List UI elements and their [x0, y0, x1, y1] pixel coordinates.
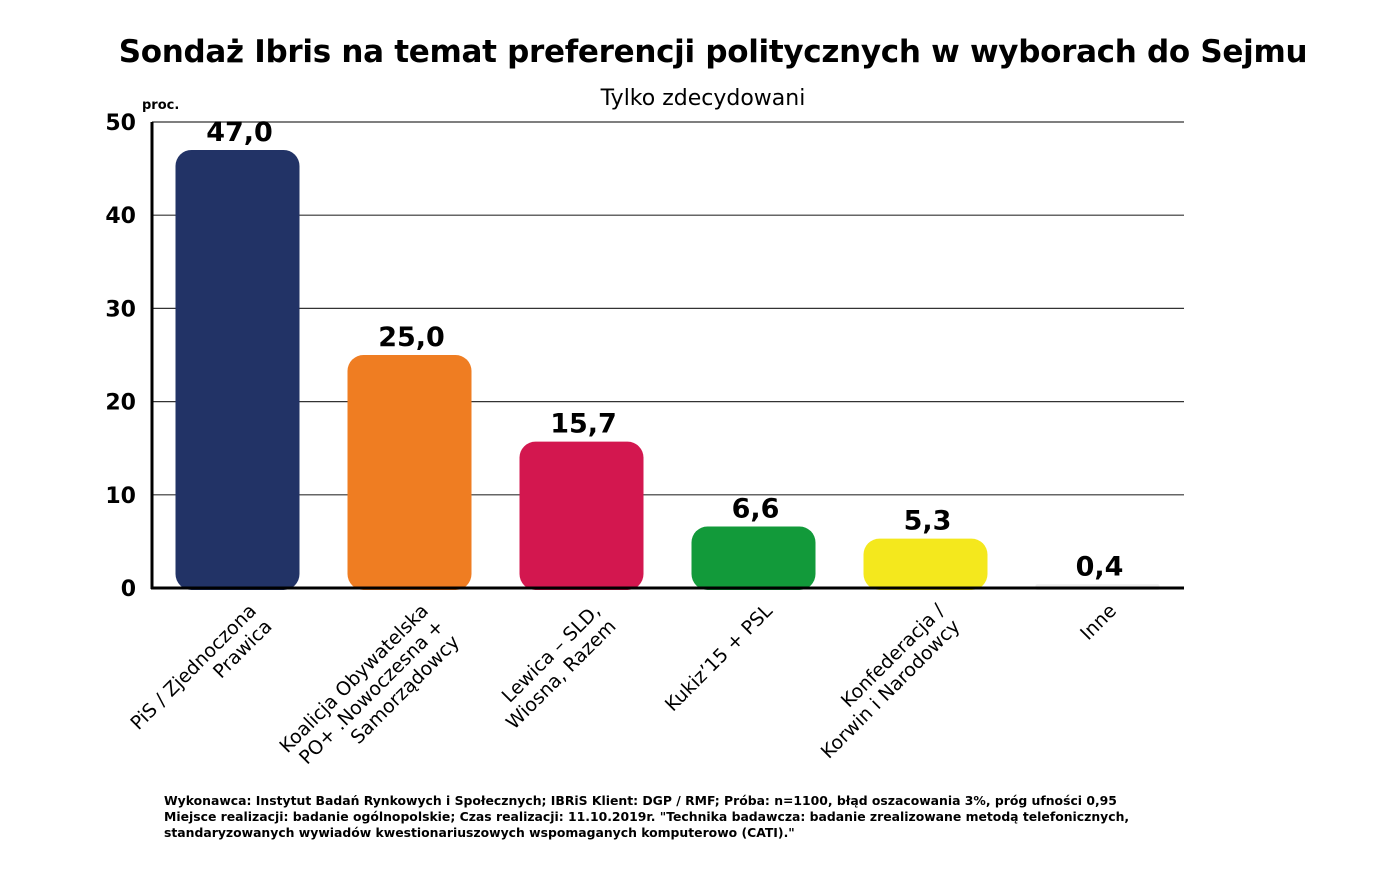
- y-axis-unit: proc.: [142, 98, 179, 113]
- x-tick-label: Inne: [1076, 600, 1121, 645]
- data-label: 0,4: [1076, 551, 1124, 582]
- footnote-line: Miejsce realizacji: badanie ogólnopolski…: [164, 809, 1130, 824]
- footnote-line: Wykonawca: Instytut Badań Rynkowych i Sp…: [164, 793, 1117, 808]
- x-tick-label-line: PO+ .Nowoczesna +: [295, 615, 448, 768]
- footnote-line: standaryzowanych wywiadów kwestionariusz…: [164, 825, 795, 840]
- y-tick-label: 40: [105, 204, 136, 229]
- x-tick-label-line: Kukiz’15 + PSL: [661, 600, 777, 716]
- chart-subtitle: Tylko zdecydowani: [600, 86, 806, 111]
- y-tick-label: 20: [105, 391, 136, 416]
- bar: [347, 355, 472, 590]
- data-label: 25,0: [378, 322, 445, 353]
- data-label: 47,0: [206, 117, 273, 148]
- y-tick-label: 30: [105, 297, 136, 322]
- footnote: Wykonawca: Instytut Badań Rynkowych i Sp…: [164, 793, 1374, 841]
- x-tick-label: Lewica – SLD,Wiosna, Razem: [498, 600, 621, 734]
- y-tick-label: 50: [105, 111, 136, 136]
- gridlines: [152, 121, 1184, 496]
- x-tick-label-line: Inne: [1076, 600, 1121, 645]
- data-label: 6,6: [732, 493, 780, 524]
- bars: [175, 149, 1160, 590]
- bar: [691, 526, 816, 590]
- data-label: 15,7: [550, 409, 617, 440]
- y-tick-label: 10: [105, 484, 136, 509]
- x-tick-label: Kukiz’15 + PSL: [661, 600, 777, 716]
- x-tick-label-line: PiS / Zjednoczona: [126, 600, 261, 735]
- x-tick-label: Konfederacja /Korwin i Narodowcy: [817, 599, 965, 763]
- data-label: 5,3: [904, 506, 952, 537]
- bar: [175, 149, 300, 590]
- y-tick-label: 0: [121, 577, 136, 602]
- axes: [150, 122, 1184, 590]
- chart-title: Sondaż Ibris na temat preferencji polity…: [118, 34, 1308, 70]
- x-tick-label-line: Korwin i Narodowcy: [817, 615, 965, 763]
- bar: [519, 441, 644, 590]
- bar: [863, 538, 988, 590]
